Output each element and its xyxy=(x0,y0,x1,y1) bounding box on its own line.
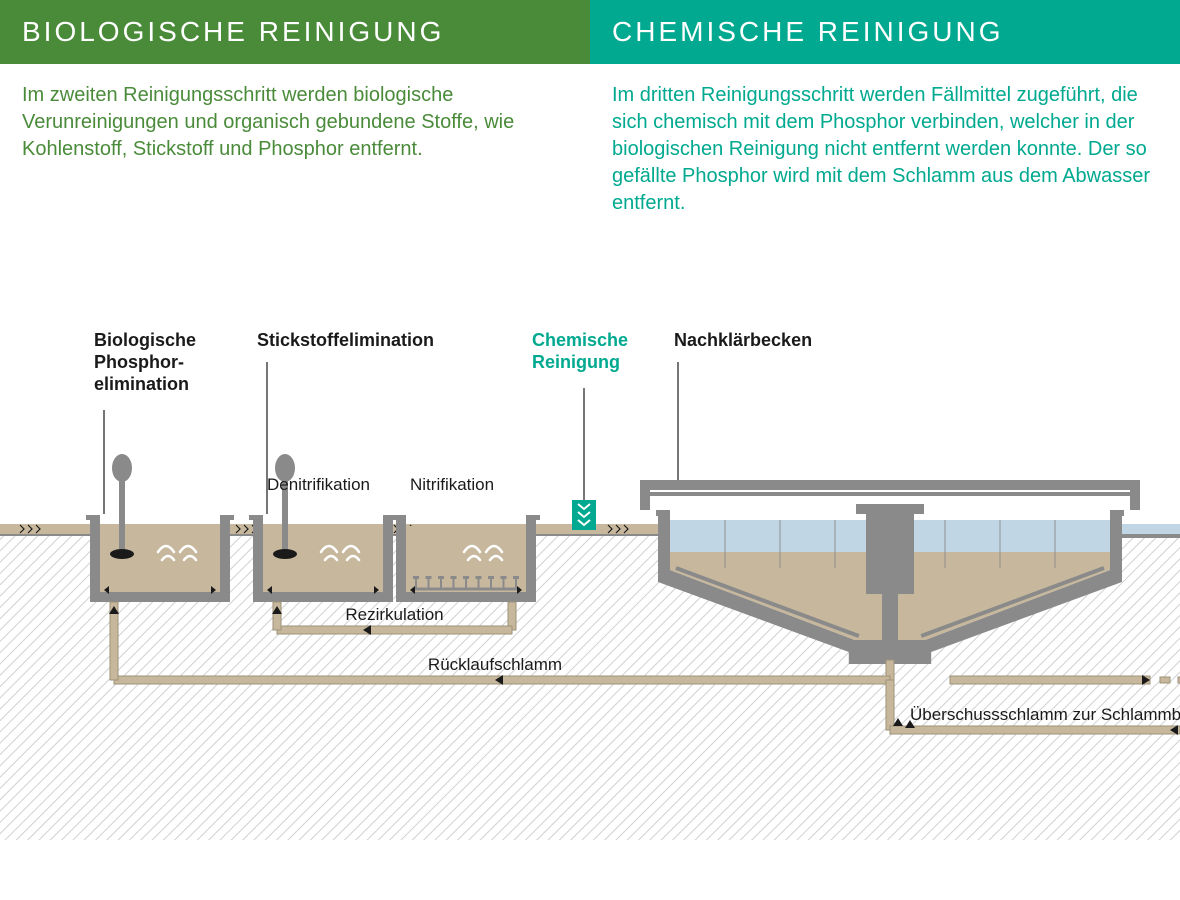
svg-text:BiologischePhosphor-eliminatio: BiologischePhosphor-elimination xyxy=(94,330,196,394)
svg-text:Überschussschlamm zur Schlammb: Überschussschlamm zur Schlammbehandlung/… xyxy=(910,705,1180,724)
header-bio: BIOLOGISCHE REINIGUNG xyxy=(0,0,590,64)
description-chem: Im dritten Reinigungsschritt werden Fäll… xyxy=(590,64,1180,227)
svg-text:Nachklärbecken: Nachklärbecken xyxy=(674,330,812,350)
svg-text:ChemischeReinigung: ChemischeReinigung xyxy=(532,330,628,372)
description-row: Im zweiten Reinigungsschritt werden biol… xyxy=(0,64,1180,227)
svg-text:Rücklaufschlamm: Rücklaufschlamm xyxy=(428,655,562,674)
svg-text:Denitrifikation: Denitrifikation xyxy=(267,475,370,494)
description-bio: Im zweiten Reinigungsschritt werden biol… xyxy=(0,64,590,227)
svg-text:Nitrifikation: Nitrifikation xyxy=(410,475,494,494)
svg-text:Rezirkulation: Rezirkulation xyxy=(345,605,443,624)
process-diagram: Rezirkulation Rücklaufschlamm Überschusssc… xyxy=(0,290,1180,840)
header-row: BIOLOGISCHE REINIGUNG CHEMISCHE REINIGUN… xyxy=(0,0,1180,64)
svg-text:Stickstoffelimination: Stickstoffelimination xyxy=(257,330,434,350)
header-chem: CHEMISCHE REINIGUNG xyxy=(590,0,1180,64)
